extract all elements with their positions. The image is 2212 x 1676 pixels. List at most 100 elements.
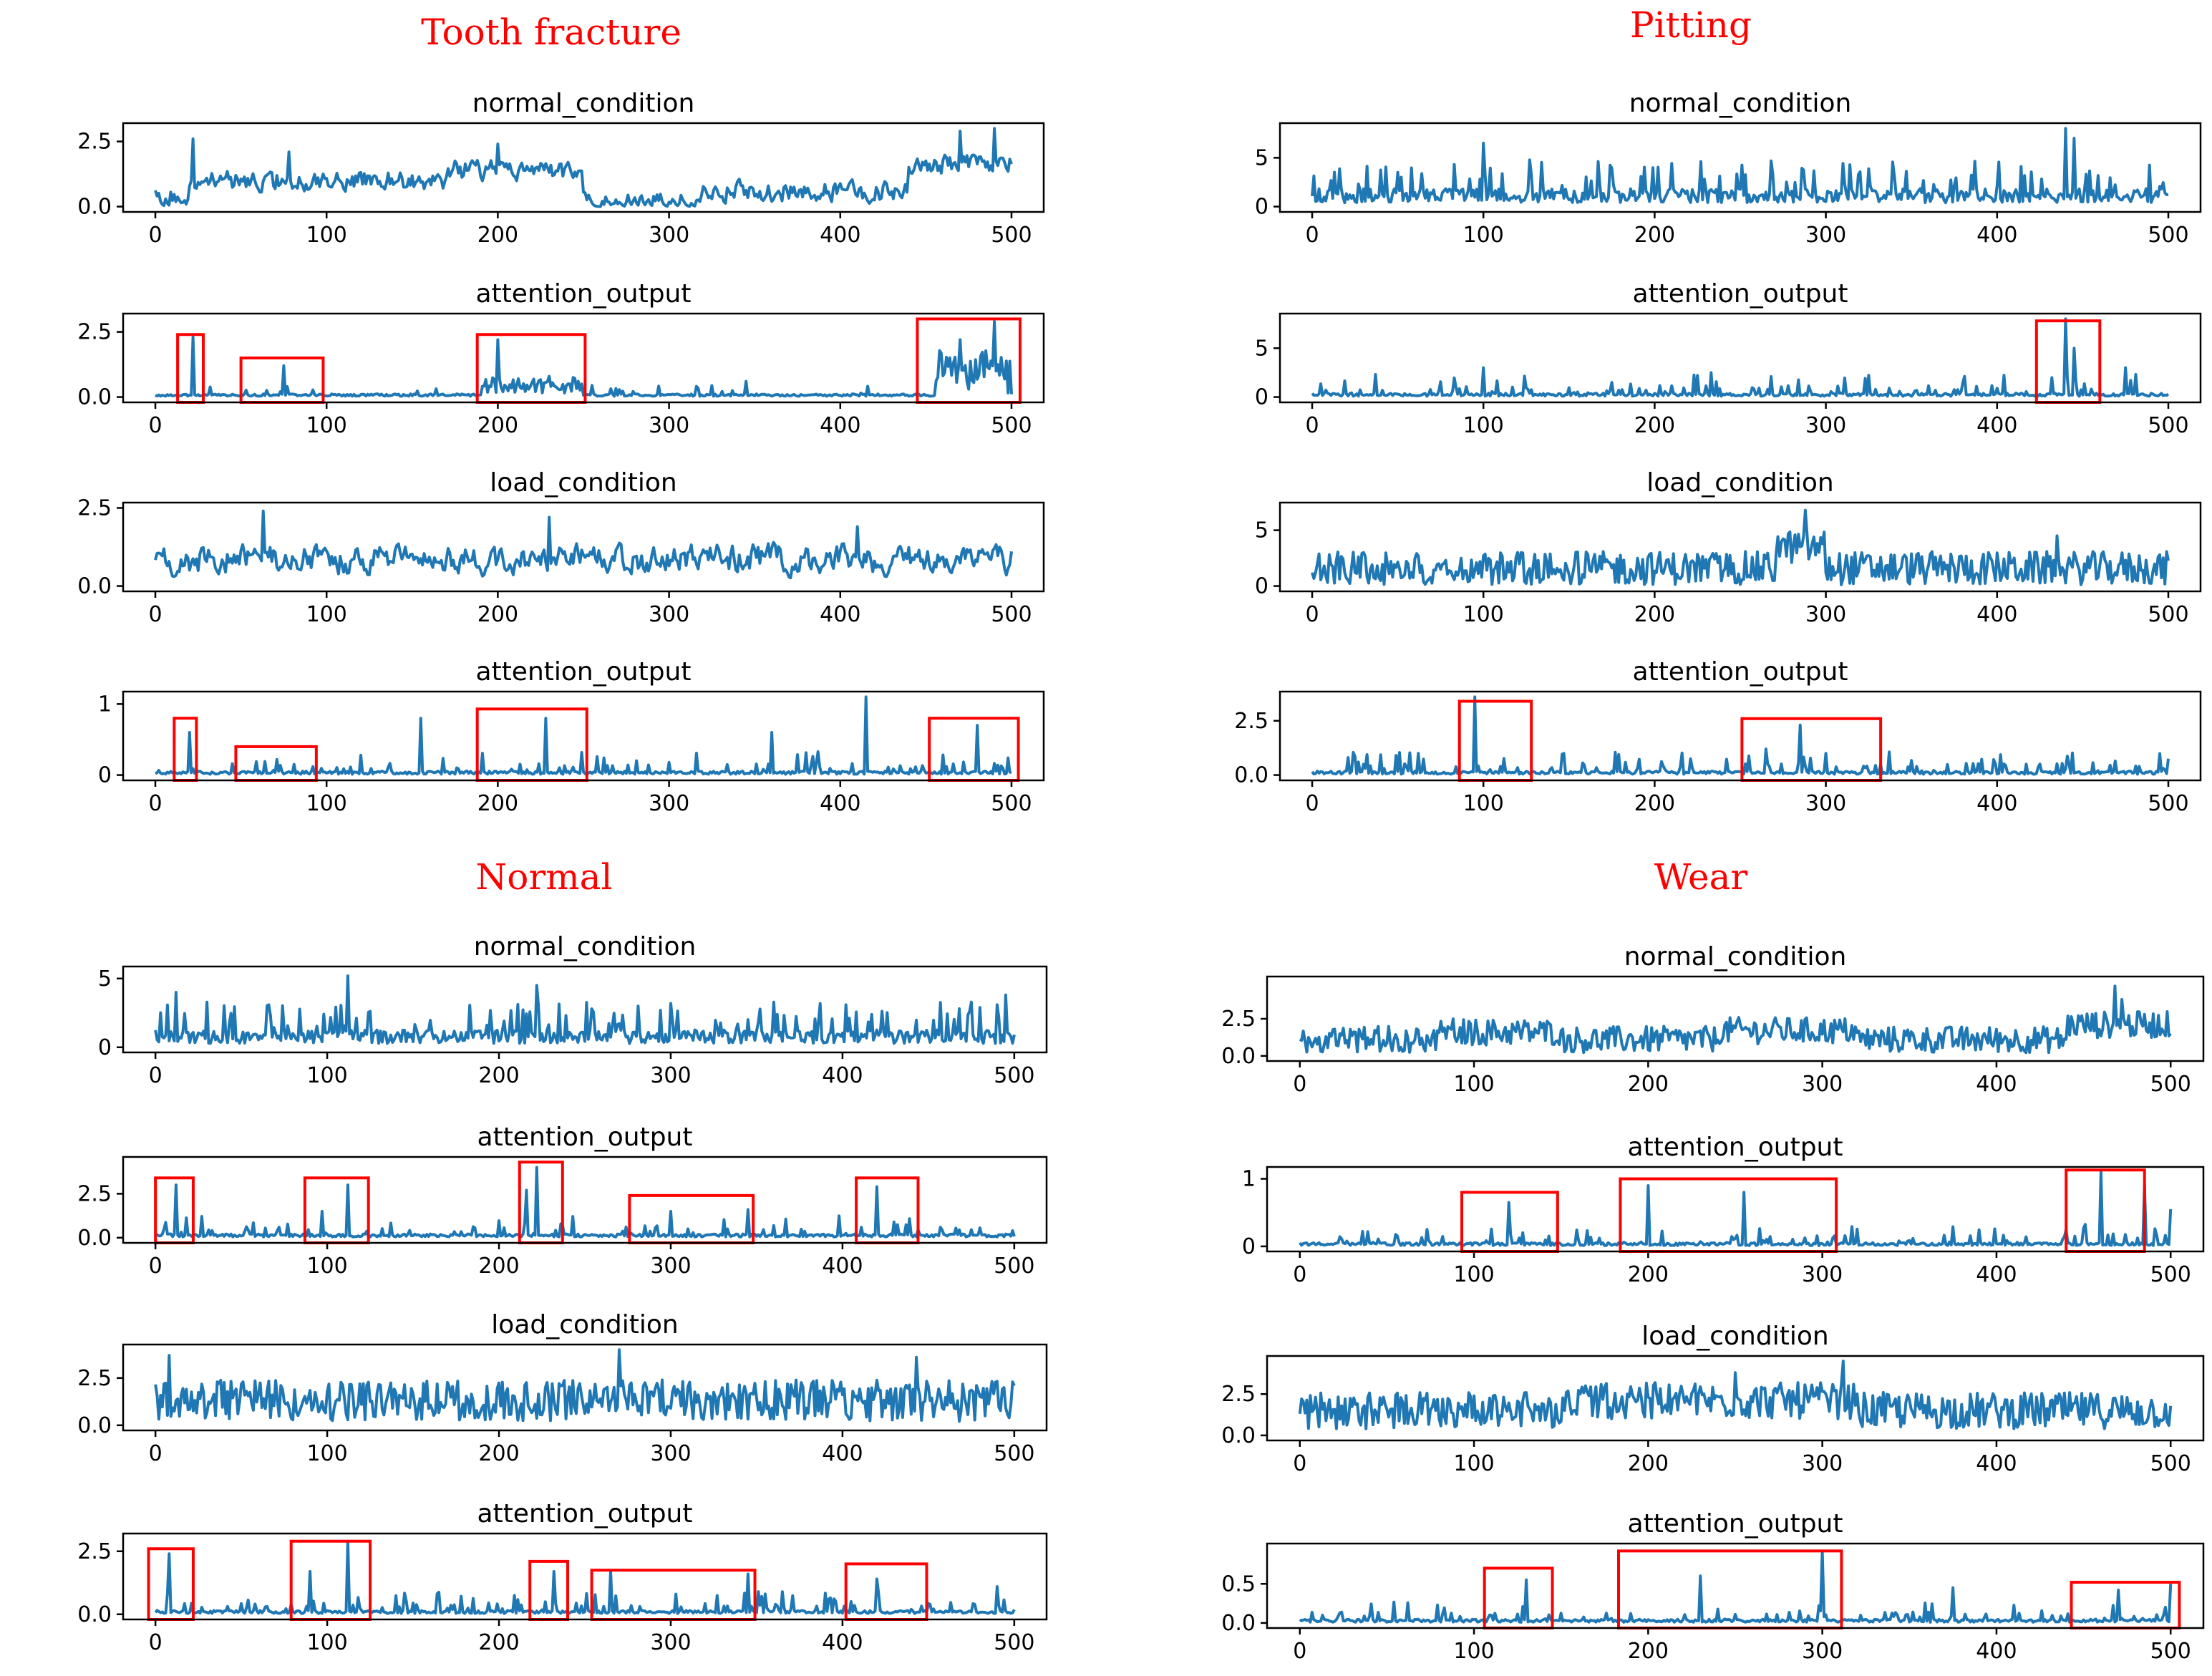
x-tick-label: 500 — [994, 1254, 1034, 1279]
x-tick-label: 0 — [148, 223, 162, 248]
y-tick-label: 0.0 — [1221, 1611, 1256, 1636]
series-line — [1299, 984, 2172, 1055]
x-tick-label: 100 — [306, 1630, 347, 1655]
y-tick-label: 1 — [1242, 1167, 1256, 1192]
axes-frame — [1279, 312, 2202, 404]
x-tick-label: 200 — [478, 1063, 519, 1088]
y-tick-label: 0 — [98, 1035, 112, 1060]
subplot-title: normal_condition — [474, 932, 697, 961]
x-tick-label: 100 — [1453, 1639, 1494, 1664]
group-title: Pitting — [1630, 4, 1752, 46]
subplot-title: attention_output — [477, 1123, 693, 1152]
axes-frame — [122, 690, 1045, 782]
y-tick-label: 0 — [1255, 195, 1268, 220]
x-tick-label: 300 — [649, 223, 689, 248]
series-line — [154, 127, 1013, 208]
subplot-title: normal_condition — [1624, 942, 1847, 972]
x-tick-label: 200 — [477, 223, 518, 248]
x-tick-label: 400 — [1976, 1072, 2017, 1097]
x-tick-label: 300 — [650, 1630, 691, 1655]
x-tick-label: 400 — [1976, 602, 2017, 627]
x-tick-label: 200 — [478, 1254, 519, 1279]
axes-frame — [122, 1343, 1048, 1432]
x-tick-label: 100 — [306, 223, 347, 248]
x-tick-label: 200 — [1634, 602, 1675, 627]
x-tick-label: 0 — [148, 413, 162, 438]
y-tick-label: 0 — [1242, 1234, 1256, 1259]
x-tick-label: 100 — [306, 1063, 347, 1088]
subplot-title: normal_condition — [472, 89, 695, 118]
y-tick-label: 0.0 — [77, 195, 112, 220]
x-tick-label: 100 — [306, 1441, 347, 1466]
chart-group-2: Normal normal_condition 0 100 200 300 400 500 0 5… — [77, 856, 1048, 1655]
x-tick-label: 500 — [991, 223, 1032, 248]
y-tick-label: 0 — [1255, 385, 1268, 410]
x-tick-label: 400 — [820, 223, 860, 248]
y-tick-label: 0.0 — [77, 574, 112, 599]
subplot-title: attention_output — [476, 657, 692, 687]
x-tick-label: 0 — [149, 1063, 162, 1088]
x-tick-label: 500 — [994, 1441, 1034, 1466]
x-tick-label: 300 — [1802, 1072, 1843, 1097]
axes-frame — [122, 122, 1045, 213]
subplot-2-1: attention_output 0 100 200 300 400 500 0.0 2.5 — [77, 1123, 1048, 1279]
x-tick-label: 300 — [1802, 1262, 1843, 1287]
subplot-0-0: normal_condition 0 100 200 300 400 500 0.0 2.5 — [77, 89, 1045, 248]
group-title: Normal — [476, 856, 613, 898]
x-tick-label: 200 — [1628, 1262, 1669, 1287]
x-tick-label: 0 — [148, 602, 162, 627]
subplot-0-2: load_condition 0 100 200 300 400 500 0.0 2.5 — [77, 468, 1045, 627]
x-tick-label: 500 — [2150, 1639, 2191, 1664]
axes-frame — [1279, 690, 2202, 782]
x-tick-label: 0 — [148, 791, 162, 816]
subplot-title: attention_output — [476, 279, 692, 309]
series-line — [1299, 1549, 2173, 1624]
x-tick-label: 0 — [149, 1254, 162, 1279]
x-tick-label: 500 — [991, 791, 1032, 816]
x-tick-label: 500 — [991, 413, 1032, 438]
y-tick-label: 2.5 — [77, 1181, 112, 1206]
subplot-2-0: normal_condition 0 100 200 300 400 500 0 5 — [98, 932, 1048, 1088]
subplot-0-3: attention_output 0 100 200 300 400 500 0 1 — [98, 657, 1045, 816]
x-tick-label: 100 — [306, 413, 347, 438]
x-tick-label: 100 — [1453, 1262, 1494, 1287]
axes-frame — [1266, 1355, 2205, 1442]
x-tick-label: 400 — [820, 602, 860, 627]
x-tick-label: 400 — [1976, 1451, 2017, 1476]
series-line — [154, 1348, 1016, 1423]
y-tick-label: 1 — [98, 692, 112, 717]
axes-frame — [122, 1532, 1048, 1621]
x-tick-label: 300 — [649, 602, 689, 627]
x-tick-label: 100 — [1453, 1072, 1494, 1097]
x-tick-label: 300 — [1805, 791, 1846, 816]
x-tick-label: 300 — [1802, 1639, 1843, 1664]
y-tick-label: 0.0 — [1221, 1044, 1256, 1069]
subplot-3-3: attention_output 0 100 200 300 400 500 0.0 0.5 — [1221, 1509, 2205, 1664]
series-line — [1311, 695, 2170, 776]
y-tick-label: 0 — [1255, 574, 1268, 599]
x-tick-label: 300 — [649, 413, 689, 438]
x-tick-label: 500 — [2148, 223, 2188, 248]
x-tick-label: 200 — [477, 413, 518, 438]
series-line — [155, 1166, 1016, 1239]
x-tick-label: 400 — [822, 1063, 863, 1088]
axes-frame — [122, 312, 1045, 404]
series-line — [1311, 127, 2169, 205]
y-tick-label: 0 — [98, 763, 112, 788]
y-tick-label: 5 — [1255, 336, 1268, 361]
x-tick-label: 400 — [1976, 791, 2017, 816]
axes-frame — [1266, 1542, 2205, 1629]
x-tick-label: 200 — [478, 1630, 519, 1655]
series-line — [154, 974, 1016, 1045]
x-tick-label: 300 — [650, 1441, 691, 1466]
group-title: Wear — [1654, 856, 1748, 898]
x-tick-label: 200 — [477, 602, 518, 627]
subplot-1-0: normal_condition 0 100 200 300 400 500 0 5 — [1255, 89, 2202, 248]
x-tick-label: 300 — [1805, 223, 1846, 248]
x-tick-label: 0 — [1293, 1639, 1306, 1664]
